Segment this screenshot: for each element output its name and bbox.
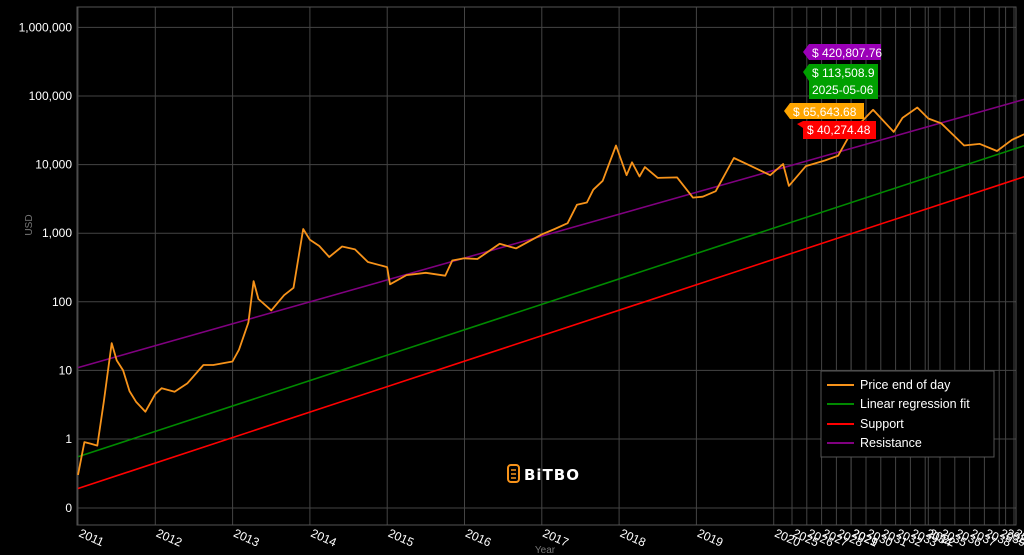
bitbo-logo-icon — [507, 464, 520, 483]
support-line — [77, 175, 1024, 490]
price-tag-text: $ 65,643.68 — [793, 105, 857, 119]
regression-tag-text: $ 113,508.9 — [812, 66, 875, 80]
legend-item-price[interactable]: Price end of day — [827, 378, 951, 392]
chart-legend[interactable]: Price end of day Linear regression fit S… — [820, 370, 995, 458]
y-tick-label: 1,000,000 — [19, 20, 73, 34]
y-tick-label: 10 — [59, 363, 73, 377]
price-line — [77, 106, 1024, 476]
resistance-tag-text: $ 420,807.76 — [812, 46, 882, 60]
regression-tag-date: 2025-05-06 — [812, 83, 874, 97]
legend-label-regression: Linear regression fit — [860, 397, 970, 411]
regression-value-tag: $ 113,508.9 2025-05-06 — [803, 64, 878, 99]
chart-series — [77, 98, 1024, 490]
legend-label-support: Support — [860, 417, 904, 431]
price-value-tag: $ 65,643.68 — [784, 103, 864, 119]
y-axis-title: USD — [24, 214, 35, 235]
y-tick-label: 1 — [65, 432, 72, 446]
y-tick-label: 100,000 — [29, 89, 73, 103]
legend-item-resistance[interactable]: Resistance — [827, 436, 922, 450]
resistance-line — [77, 98, 1024, 369]
y-tick-label: 100 — [52, 295, 72, 309]
y-tick-label: 10,000 — [35, 158, 72, 172]
x-axis-title: Year — [535, 545, 556, 555]
y-tick-label: 0 — [65, 501, 72, 515]
bitbo-logo-text: BiTBO — [524, 466, 580, 484]
legend-label-price: Price end of day — [860, 378, 951, 392]
regression-tag-shape — [803, 64, 878, 99]
y-tick-label: 1,000 — [42, 226, 72, 240]
resistance-value-tag: $ 420,807.76 — [803, 44, 882, 60]
x-tick-label: 2040 — [1013, 526, 1024, 550]
price-tag-shape — [784, 103, 864, 119]
legend-item-regression[interactable]: Linear regression fit — [827, 397, 970, 411]
support-value-tag: $ 40,274.48 — [797, 121, 876, 139]
y-axis-ticks: 0 1 10 100 1,000 10,000 100,000 1,000,000 — [19, 20, 73, 515]
plot-area-border — [76, 6, 1017, 526]
resistance-tag-shape — [803, 44, 881, 60]
legend-label-resistance: Resistance — [860, 436, 922, 450]
bitbo-logo: BiTBO — [507, 464, 580, 484]
support-tag-text: $ 40,274.48 — [807, 123, 871, 137]
regression-line — [77, 144, 1024, 458]
support-tag-shape — [797, 121, 876, 139]
legend-item-support[interactable]: Support — [827, 417, 904, 431]
